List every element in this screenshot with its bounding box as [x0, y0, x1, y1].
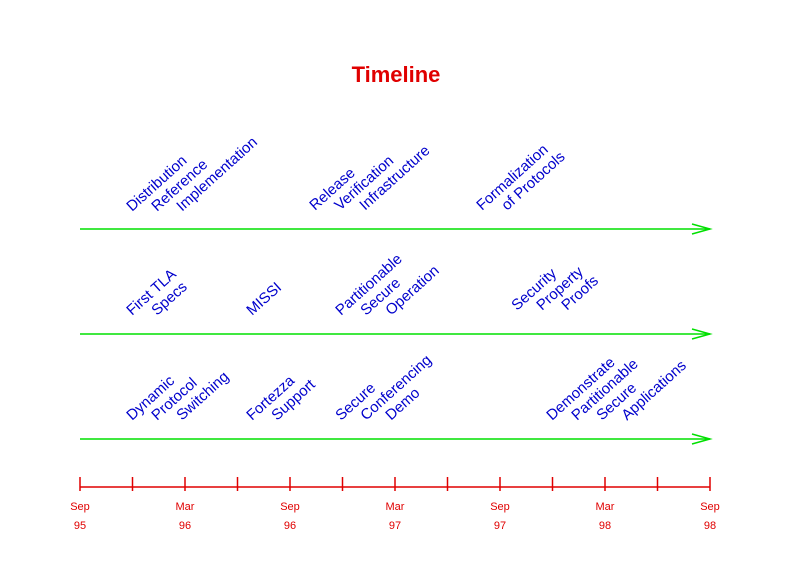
tick-month: Mar [176, 501, 195, 513]
event-label-line: MISSI [243, 279, 285, 319]
tick-year: 98 [599, 520, 611, 532]
title: Timeline [352, 62, 441, 87]
tick-year: 97 [494, 520, 506, 532]
track-arrow-head [691, 433, 713, 445]
tick-month: Sep [490, 501, 510, 513]
tick-year: 96 [179, 520, 191, 532]
tick-year: 98 [704, 520, 716, 532]
tick-month: Sep [70, 501, 90, 513]
event: DemonstratePartitionableSecureApplicatio… [543, 354, 689, 424]
tick-month: Mar [596, 501, 615, 513]
event: MISSI [243, 279, 285, 319]
track-arrow-head [691, 328, 713, 340]
tick-month: Mar [386, 501, 405, 513]
tick-year: 96 [284, 520, 296, 532]
tick-year: 97 [389, 520, 401, 532]
tick-year: 95 [74, 520, 86, 532]
tick-month: Sep [280, 501, 300, 513]
tick-month: Sep [700, 501, 720, 513]
track-arrow-head [691, 223, 713, 235]
